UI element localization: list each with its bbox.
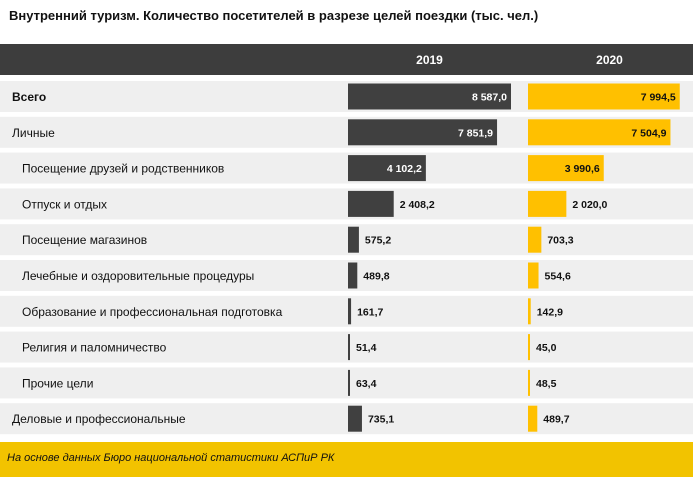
column-header-2019: 2019 <box>416 53 443 67</box>
data-label-2020: 7 504,9 <box>631 127 666 139</box>
data-label-2019: 7 851,9 <box>458 127 493 139</box>
data-label-2019: 4 102,2 <box>387 163 422 175</box>
bar-2020 <box>528 369 530 396</box>
category-label: Религия и паломничество <box>22 341 167 355</box>
header-band <box>0 44 693 75</box>
category-label: Личные <box>12 126 55 140</box>
bar-2019 <box>348 155 426 182</box>
bar-2020 <box>528 155 604 182</box>
category-label: Посещение магазинов <box>22 233 147 247</box>
data-label-2020: 7 994,5 <box>641 92 676 104</box>
data-label-2020: 703,3 <box>547 235 573 247</box>
category-label: Прочие цели <box>22 376 93 390</box>
row-band <box>0 367 693 399</box>
data-label-2019: 51,4 <box>356 342 377 354</box>
row-band <box>0 331 693 363</box>
source-note: На основе данных Бюро национальной стати… <box>7 452 335 464</box>
bar-2019 <box>348 83 511 110</box>
data-label-2020: 3 990,6 <box>565 163 600 175</box>
bar-2019 <box>348 298 352 325</box>
bar-2020 <box>528 405 538 432</box>
bar-2019 <box>348 369 350 396</box>
data-label-2019: 63,4 <box>356 378 377 390</box>
category-label: Всего <box>12 90 46 104</box>
bar-2019 <box>348 334 350 361</box>
row-band <box>0 224 693 256</box>
data-label-2019: 735,1 <box>368 414 394 426</box>
bar-2020 <box>528 190 567 217</box>
data-label-2019: 161,7 <box>357 306 383 318</box>
data-label-2019: 489,8 <box>363 271 389 283</box>
row-band <box>0 260 693 291</box>
chart-title: Внутренний туризм. Количество посетителе… <box>9 8 539 23</box>
bar-2020 <box>528 83 680 110</box>
bar-2020 <box>528 119 671 146</box>
row-band <box>0 188 693 220</box>
source-footer: На основе данных Бюро национальной стати… <box>0 442 693 477</box>
category-label: Посещение друзей и родственников <box>22 162 224 176</box>
bar-2019 <box>348 226 359 253</box>
bar-2020 <box>528 226 542 253</box>
data-label-2019: 575,2 <box>365 235 391 247</box>
column-header-2020: 2020 <box>596 53 623 67</box>
data-label-2020: 48,5 <box>536 378 557 390</box>
data-label-2019: 8 587,0 <box>472 92 507 104</box>
bar-2019 <box>348 119 498 146</box>
row-band <box>0 295 693 327</box>
category-label: Образование и профессиональная подготовк… <box>22 305 283 319</box>
bar-2020 <box>528 262 539 289</box>
data-label-2019: 2 408,2 <box>400 199 435 211</box>
data-label-2020: 2 020,0 <box>572 199 607 211</box>
data-label-2020: 45,0 <box>536 342 557 354</box>
category-label: Лечебные и оздоровительные процедуры <box>22 269 254 283</box>
category-label: Отпуск и отдых <box>22 197 107 211</box>
category-label: Деловые и профессиональные <box>12 412 186 426</box>
bar-2019 <box>348 262 358 289</box>
bar-2020 <box>528 298 531 325</box>
data-label-2020: 489,7 <box>543 414 569 426</box>
bar-2019 <box>348 405 362 432</box>
bar-2019 <box>348 190 394 217</box>
row-band <box>0 403 693 435</box>
bar-chart: 2019 2020 Всего 8 587,0 7 994,5 Личные 7 851,9… <box>0 44 693 435</box>
data-label-2020: 554,6 <box>545 271 571 283</box>
data-label-2020: 142,9 <box>537 306 563 318</box>
bar-2020 <box>528 334 530 361</box>
